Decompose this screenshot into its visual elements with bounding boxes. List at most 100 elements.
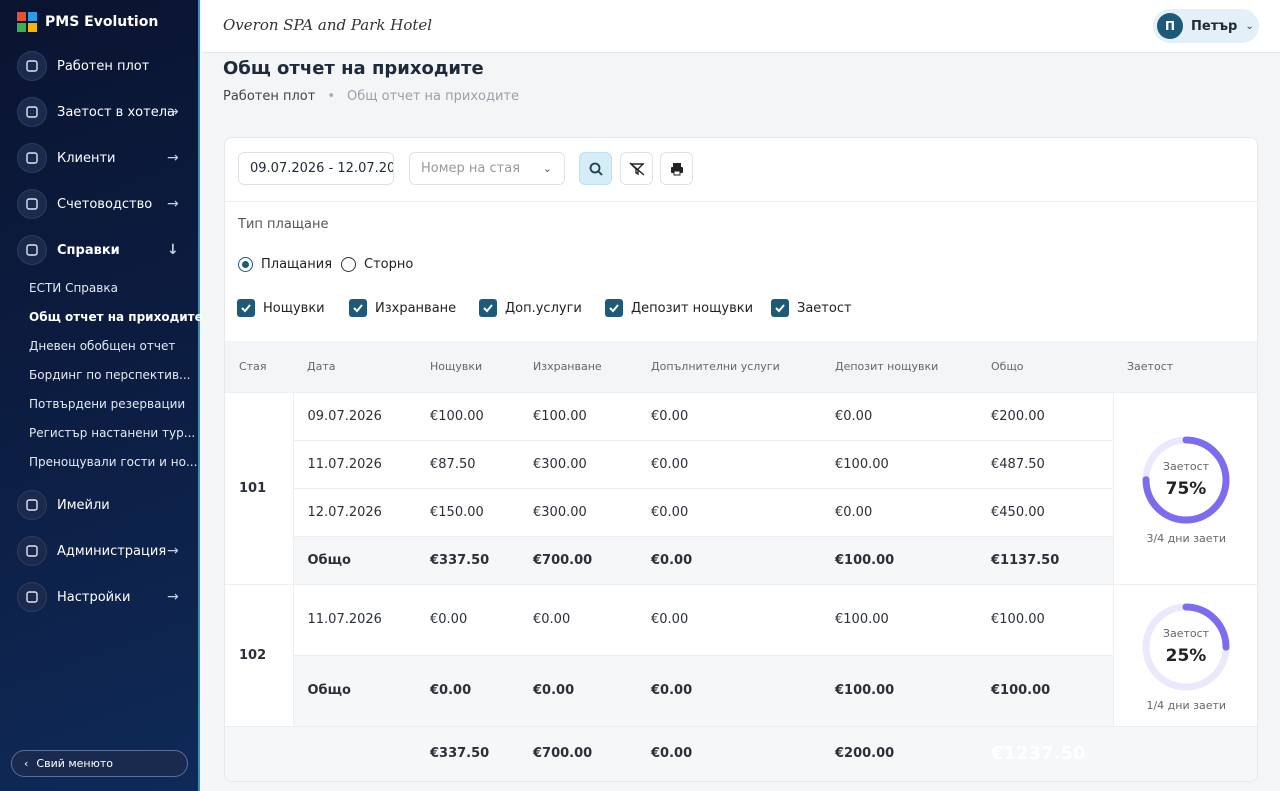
checkbox-option[interactable]: Доп.услуги (479, 299, 582, 317)
column-header: Общо (977, 341, 1113, 392)
cell: €0.00 (637, 439, 821, 488)
cell: €100.00 (821, 439, 977, 488)
collapse-label: Свий менюто (36, 757, 114, 770)
ring-percent: 25% (1166, 646, 1207, 666)
menu: Работен плот Заетост в хотела → Клиенти → Сче… (0, 43, 203, 620)
clear-filter-button[interactable] (620, 152, 653, 185)
submenu-item[interactable]: Пренощували гости и но... (29, 454, 198, 469)
submenu-item[interactable]: Бординг по перспектив... (29, 367, 191, 382)
avatar: П (1157, 13, 1183, 39)
menu-item[interactable]: Справки ↓ (0, 227, 198, 273)
cell: €0.00 (821, 391, 977, 440)
occupancy-ring: Заетост 25% (1142, 603, 1230, 690)
menu-icon (17, 97, 47, 127)
cell: €0.00 (637, 583, 821, 655)
menu-item[interactable]: Администрация → (0, 528, 198, 574)
breadcrumb: Работен плот • Общ отчет на приходите (223, 89, 519, 104)
grand-total-cell: €337.50 (416, 725, 519, 781)
menu-glyph (26, 591, 38, 603)
column-header: Депозит нощувки (821, 341, 977, 392)
total-row: Общо €0.00 €0.00 €0.00 €100.00 €100.00 (225, 654, 1257, 726)
grand-total-sum: €1237.50 (977, 725, 1113, 781)
check-path (609, 304, 619, 313)
divider (225, 201, 1257, 202)
radio-option[interactable]: Плащания (238, 257, 332, 272)
checkbox-option[interactable]: Депозит нощувки (605, 299, 753, 317)
date-range-input[interactable]: 09.07.2026 - 12.07.2026 (238, 152, 394, 185)
total-cell: €700.00 (519, 535, 637, 584)
menu-item[interactable]: Клиенти → (0, 135, 198, 181)
total-cell: €0.00 (519, 654, 637, 726)
ring-label: Заетост (1163, 460, 1210, 473)
submenu-item[interactable]: Потвърдени резервации (29, 396, 186, 411)
data-row: 102 11.07.2026 €0.00 €0.00 €0.00 €100.00 €100.… (225, 583, 1257, 726)
glyph-shape (26, 152, 38, 164)
menu-glyph (26, 499, 38, 511)
checkbox-label: Нощувки (263, 300, 325, 316)
cell: €300.00 (519, 487, 637, 536)
empty-cell (225, 725, 416, 781)
submenu-item[interactable]: Дневен обобщен отчет (29, 338, 176, 353)
submenu-item[interactable]: Общ отчет на приходите (29, 309, 203, 324)
menu-arrow: → (167, 589, 179, 605)
report-card: 09.07.2026 - 12.07.2026 Номер на стая ⌄ Т… (224, 137, 1258, 782)
menu-item[interactable]: Заетост в хотела → (0, 89, 198, 135)
total-cell: €100.00 (977, 654, 1113, 726)
occupancy-cell: Заетост 25% 1/4 дни заети (1112, 583, 1257, 726)
check-mark (483, 304, 493, 313)
menu-arrow: → (167, 543, 179, 559)
check-mark (353, 304, 363, 313)
menu-label: Имейли (57, 497, 110, 513)
cell: €0.00 (821, 487, 977, 536)
cell: 12.07.2026 (293, 487, 416, 536)
check-mark (241, 304, 251, 313)
menu-icon (17, 143, 47, 173)
checkbox-option[interactable]: Заетост (771, 299, 852, 317)
menu-item[interactable]: Имейли (0, 482, 198, 528)
menu-arrow: ↓ (167, 242, 179, 258)
brand-name: PMS Evolution (45, 14, 159, 30)
menu-label: Настройки (57, 589, 131, 605)
cell: €200.00 (977, 391, 1113, 440)
total-cell: €0.00 (416, 654, 519, 726)
column-header: Изхранване (519, 341, 637, 392)
checkbox-label: Депозит нощувки (631, 300, 754, 316)
column-header: Дата (293, 341, 416, 392)
submenu-item[interactable]: Регистър настанени тур... (29, 425, 196, 440)
cell: 11.07.2026 (293, 439, 416, 488)
radio-option[interactable]: Сторно (341, 257, 413, 272)
menu-arrow: → (167, 196, 179, 212)
checkbox-label: Заетост (797, 300, 852, 316)
menu-glyph (26, 152, 38, 164)
cell: €487.50 (977, 439, 1113, 488)
search-button[interactable] (579, 152, 612, 185)
room-select[interactable]: Номер на стая ⌄ (409, 152, 565, 185)
total-cell: €337.50 (416, 535, 519, 584)
brand[interactable]: PMS Evolution (17, 12, 158, 32)
menu-icon (17, 51, 47, 81)
collapse-button[interactable]: ‹ Свий менюто (11, 750, 188, 777)
check-path (775, 304, 785, 313)
checkbox (349, 299, 367, 317)
checkbox-option[interactable]: Изхранване (349, 299, 456, 317)
menu-item[interactable]: Работен плот (0, 43, 198, 89)
checkbox-option[interactable]: Нощувки (237, 299, 325, 317)
user-menu[interactable]: П Петър ⌄ (1153, 9, 1259, 43)
breadcrumb-separator: • (327, 89, 335, 104)
check-path (353, 304, 363, 313)
menu-item[interactable]: Настройки → (0, 574, 198, 620)
submenu-item[interactable]: ЕСТИ Справка (29, 280, 118, 295)
cell: €150.00 (416, 487, 519, 536)
glyph-shape (26, 591, 38, 603)
ring-label: Заетост (1163, 627, 1210, 640)
glyph-shape (26, 60, 38, 72)
total-cell: €1137.50 (977, 535, 1113, 584)
breadcrumb-link[interactable]: Работен плот (223, 89, 316, 104)
cell: €450.00 (977, 487, 1113, 536)
checkbox (605, 299, 623, 317)
menu-item[interactable]: Счетоводство → (0, 181, 198, 227)
menu-icon (17, 536, 47, 566)
menu-glyph (26, 244, 38, 256)
print-button[interactable] (660, 152, 693, 185)
